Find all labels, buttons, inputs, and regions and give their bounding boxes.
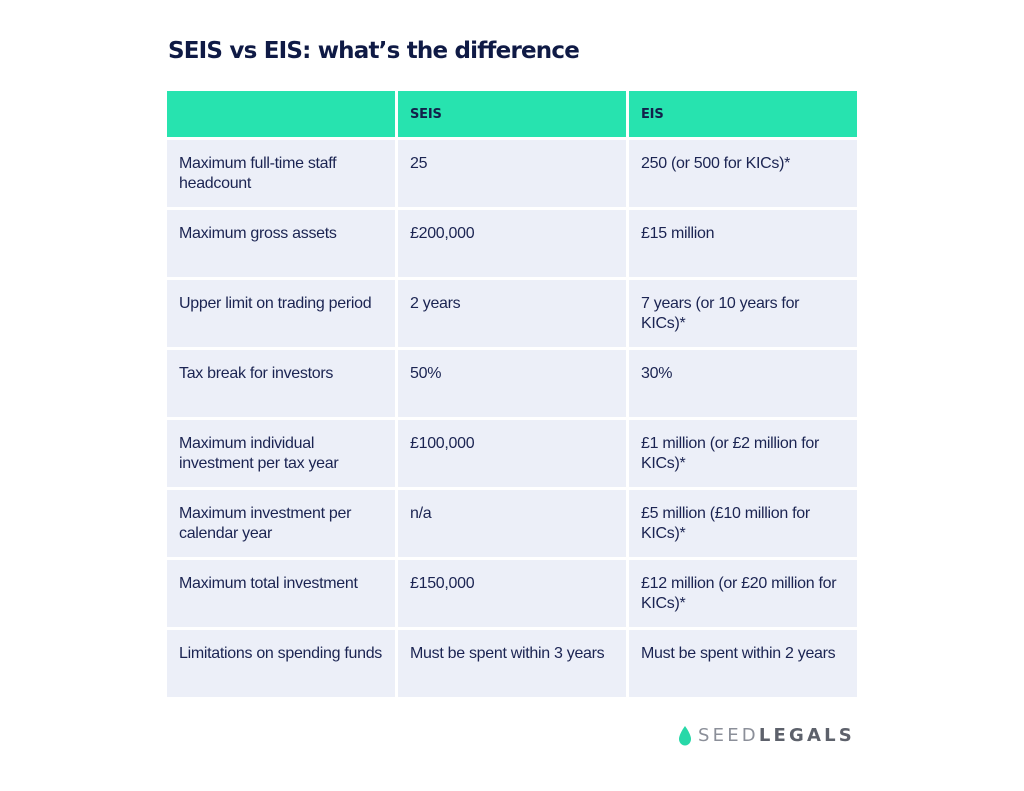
criteria-cell: Maximum gross assets bbox=[167, 210, 395, 277]
table-header-row: SEIS EIS bbox=[167, 91, 857, 137]
criteria-cell: Maximum total investment bbox=[167, 560, 395, 627]
criteria-cell: Tax break for investors bbox=[167, 350, 395, 417]
header-cell-eis: EIS bbox=[629, 91, 857, 137]
logo-text-seed: SEED bbox=[698, 725, 759, 746]
seis-cell: 50% bbox=[398, 350, 626, 417]
eis-cell: 7 years (or 10 years for KICs)* bbox=[629, 280, 857, 347]
criteria-cell: Maximum investment per calendar year bbox=[167, 490, 395, 557]
table-row: Tax break for investors 50% 30% bbox=[167, 350, 857, 417]
seis-cell: £200,000 bbox=[398, 210, 626, 277]
header-cell-criteria bbox=[167, 91, 395, 137]
header-cell-seis: SEIS bbox=[398, 91, 626, 137]
eis-cell: 30% bbox=[629, 350, 857, 417]
table-row: Maximum gross assets £200,000 £15 millio… bbox=[167, 210, 857, 277]
eis-cell: 250 (or 500 for KICs)* bbox=[629, 140, 857, 207]
seis-cell: n/a bbox=[398, 490, 626, 557]
criteria-cell: Upper limit on trading period bbox=[167, 280, 395, 347]
eis-cell: £12 million (or £20 million for KICs)* bbox=[629, 560, 857, 627]
table-row: Maximum full-time staff headcount 25 250… bbox=[167, 140, 857, 207]
seis-cell: Must be spent within 3 years bbox=[398, 630, 626, 697]
eis-cell: Must be spent within 2 years bbox=[629, 630, 857, 697]
seis-cell: £100,000 bbox=[398, 420, 626, 487]
table-row: Maximum investment per calendar year n/a… bbox=[167, 490, 857, 557]
eis-cell: £5 million (£10 million for KICs)* bbox=[629, 490, 857, 557]
criteria-cell: Maximum individual investment per tax ye… bbox=[167, 420, 395, 487]
table-row: Upper limit on trading period 2 years 7 … bbox=[167, 280, 857, 347]
criteria-cell: Maximum full-time staff headcount bbox=[167, 140, 395, 207]
seis-cell: 2 years bbox=[398, 280, 626, 347]
eis-cell: £15 million bbox=[629, 210, 857, 277]
logo-text-legals: LEGALS bbox=[758, 725, 855, 746]
eis-cell: £1 million (or £2 million for KICs)* bbox=[629, 420, 857, 487]
page-title: SEIS vs EIS: what’s the difference bbox=[168, 38, 580, 64]
seis-cell: 25 bbox=[398, 140, 626, 207]
droplet-icon bbox=[679, 725, 691, 745]
seedlegals-logo: SEEDLEGALS bbox=[678, 725, 855, 746]
table-row: Limitations on spending funds Must be sp… bbox=[167, 630, 857, 697]
criteria-cell: Limitations on spending funds bbox=[167, 630, 395, 697]
comparison-table: SEIS EIS Maximum full-time staff headcou… bbox=[167, 91, 857, 700]
table-row: Maximum individual investment per tax ye… bbox=[167, 420, 857, 487]
logo-wordmark: SEEDLEGALS bbox=[698, 725, 855, 746]
seis-cell: £150,000 bbox=[398, 560, 626, 627]
table-row: Maximum total investment £150,000 £12 mi… bbox=[167, 560, 857, 627]
